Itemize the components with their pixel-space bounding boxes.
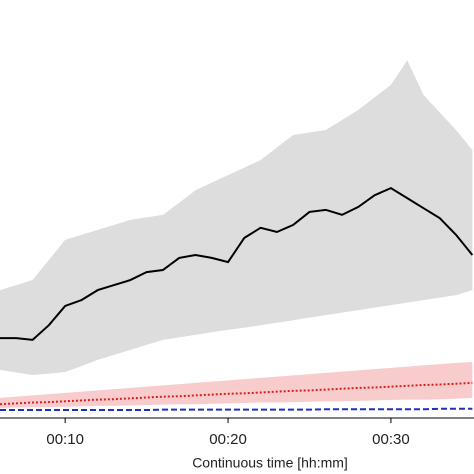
band — [0, 361, 473, 408]
line — [0, 186, 474, 341]
line — [0, 381, 473, 406]
x-tick-label: 00:10 — [46, 431, 84, 448]
band — [0, 60, 473, 375]
line — [0, 407, 473, 412]
x-tick-label: 00:20 — [209, 431, 247, 448]
x-axis-label: Continuous time [hh:mm] — [192, 455, 348, 471]
x-tick-label: 00:30 — [372, 431, 410, 448]
